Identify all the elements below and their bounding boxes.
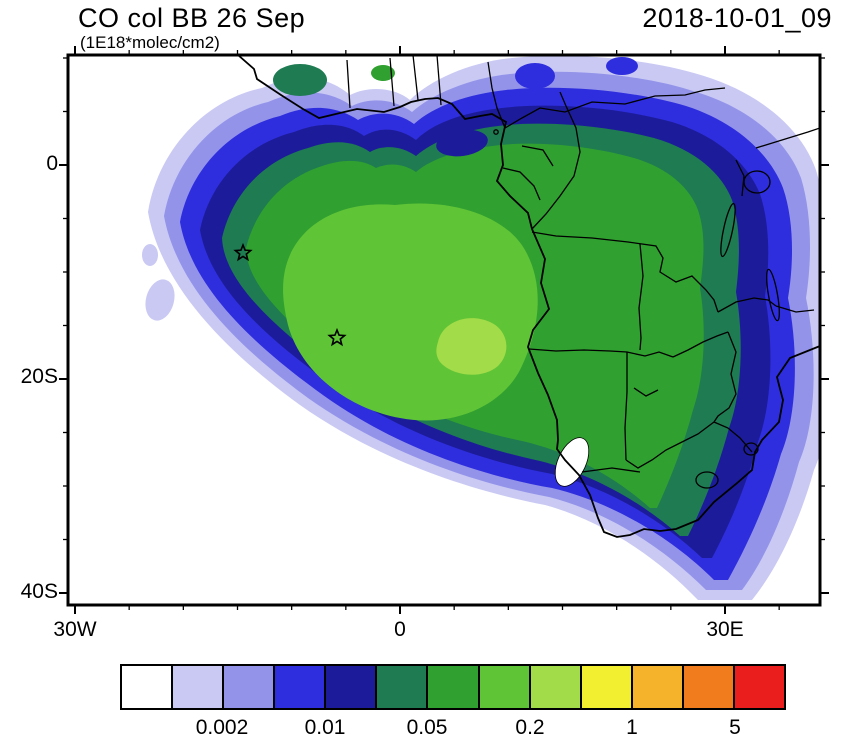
colorbar-label: 0.002 <box>195 716 249 739</box>
map-canvas <box>59 46 829 614</box>
colorbar-cell <box>632 666 684 708</box>
colorbar <box>120 664 786 710</box>
y-axis-label-40s: 40S <box>20 580 58 603</box>
bioko-island <box>493 129 499 135</box>
x-axis-label-0: 0 <box>394 618 406 641</box>
colorbar-cell <box>479 666 531 708</box>
x-axis-label-30w: 30W <box>53 618 97 641</box>
low-co-pocket <box>554 437 590 487</box>
colorbar-cell <box>173 666 225 708</box>
colorbar-cell <box>377 666 429 708</box>
lake-tanganyika <box>720 202 736 258</box>
contour-fill-level8 <box>436 318 507 375</box>
contour-patch-blue-top2 <box>606 57 638 75</box>
colorbar-label: 0.2 <box>515 716 545 739</box>
page-title: CO col BB 26 Sep <box>78 3 306 33</box>
contour-patch-navy-coast <box>436 129 488 157</box>
star-marker <box>327 327 347 347</box>
x-axis-label-30e: 30E <box>706 618 744 641</box>
coastline <box>237 55 820 538</box>
swaziland-border <box>743 442 759 456</box>
colorbar-label: 0.01 <box>304 716 346 739</box>
colorbar-cell <box>428 666 480 708</box>
lake-malawi <box>766 268 780 322</box>
valid-time-label: 2018-10-01_09 <box>642 3 832 33</box>
units-subtitle: (1E18*molec/cm2) <box>80 33 220 52</box>
plot-frame <box>66 53 822 607</box>
colorbar-label: 5 <box>729 716 741 739</box>
contour-patch-lavender-west2 <box>142 244 158 266</box>
colorbar-cell <box>530 666 582 708</box>
colorbar-label: 1 <box>626 716 638 739</box>
colorbar-cell <box>581 666 633 708</box>
contour-patch-blue-top1 <box>515 63 555 89</box>
colorbar-cell <box>122 666 174 708</box>
colorbar-cell <box>734 666 785 708</box>
contour-patch-lavender-west <box>145 279 175 321</box>
country-borders <box>346 55 820 489</box>
colorbar-cells <box>122 666 785 708</box>
contour-patch-green-top <box>371 65 395 81</box>
star-marker <box>233 242 253 262</box>
contour-patch-teal-top <box>273 64 327 96</box>
colorbar-cell <box>326 666 378 708</box>
colorbar-cell <box>683 666 735 708</box>
y-axis-label-20s: 20S <box>20 365 58 388</box>
lakes <box>720 170 780 322</box>
colorbar-cell <box>224 666 276 708</box>
colorbar-cell <box>275 666 327 708</box>
lesotho-border <box>695 471 719 489</box>
contour-field <box>142 55 820 600</box>
y-axis-label-0: 0 <box>46 152 58 175</box>
colorbar-label: 0.05 <box>406 716 448 739</box>
